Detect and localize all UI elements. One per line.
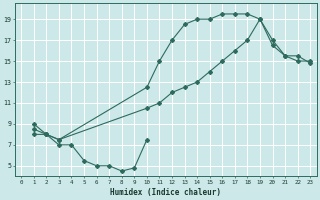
X-axis label: Humidex (Indice chaleur): Humidex (Indice chaleur) — [110, 188, 221, 197]
